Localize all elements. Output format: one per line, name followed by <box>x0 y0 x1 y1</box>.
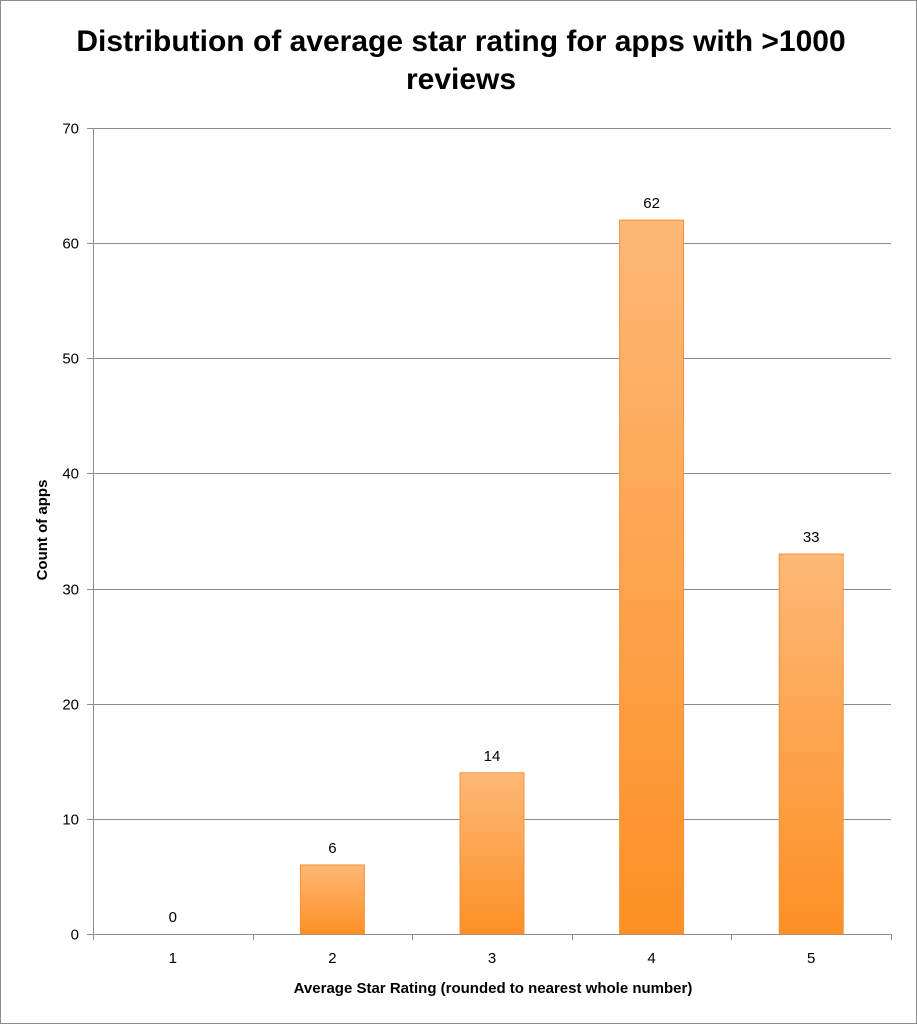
y-tick-label: 50 <box>62 351 79 368</box>
y-axis-title: Count of apps <box>34 480 51 581</box>
y-tick-label: 30 <box>62 582 79 599</box>
data-label: 62 <box>643 195 660 212</box>
bars <box>299 219 844 935</box>
x-tick-label: 3 <box>488 950 496 967</box>
x-tick-label: 4 <box>647 950 655 967</box>
y-tick-label: 60 <box>62 236 79 253</box>
chart-title: Distribution of average star rating for … <box>76 25 846 96</box>
bar <box>299 864 365 935</box>
data-label: 14 <box>484 748 501 765</box>
y-tick-label: 70 <box>62 121 79 138</box>
x-tick-label: 1 <box>169 950 177 967</box>
y-tick-label: 0 <box>71 927 79 944</box>
data-label: 0 <box>169 909 177 926</box>
x-axis-title: Average Star Rating (rounded to nearest … <box>294 980 693 997</box>
bar <box>778 553 844 935</box>
bar <box>459 772 525 935</box>
y-tick-label: 40 <box>62 466 79 483</box>
bar <box>619 219 685 935</box>
x-tick-label: 5 <box>807 950 815 967</box>
x-tick-label: 2 <box>328 950 336 967</box>
grid-lines <box>93 128 891 820</box>
y-tick-label: 10 <box>62 812 79 829</box>
axes <box>87 128 892 940</box>
data-label: 6 <box>328 840 336 857</box>
y-tick-label: 20 <box>62 697 79 714</box>
data-label: 33 <box>803 529 820 546</box>
